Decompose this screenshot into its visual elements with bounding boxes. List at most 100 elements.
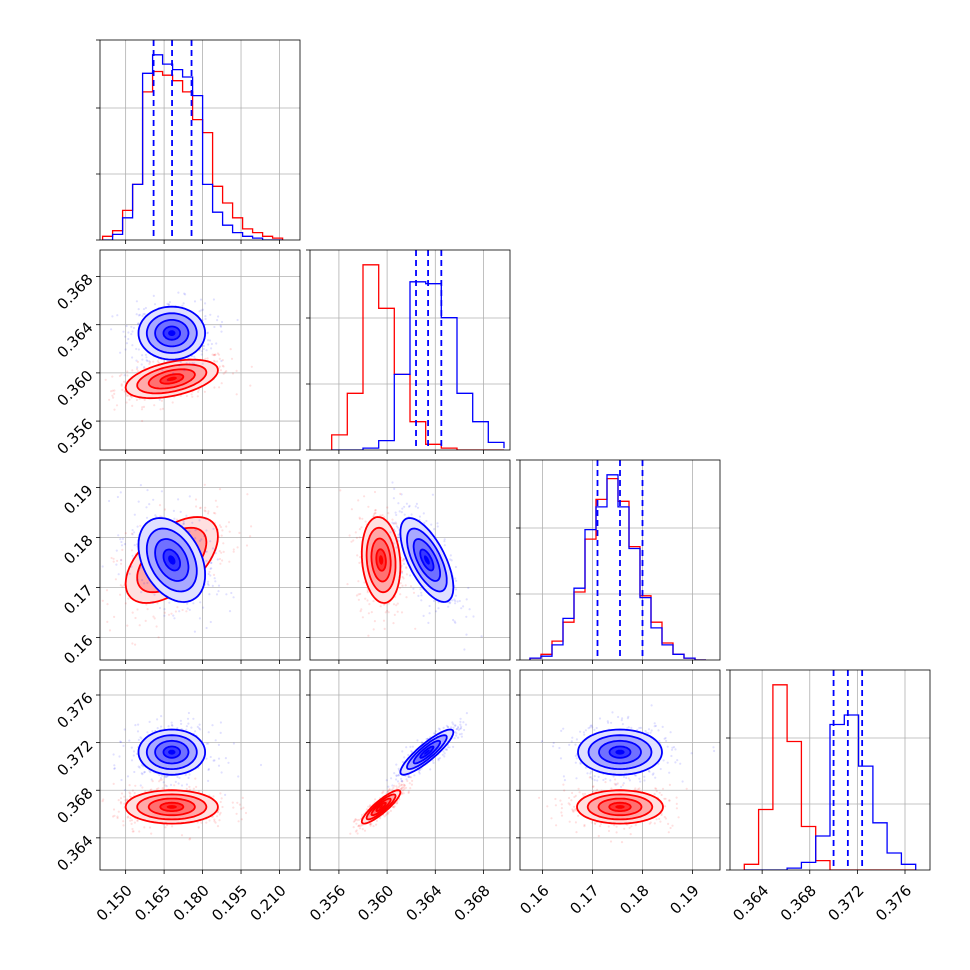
- scatter-point: [197, 388, 201, 391]
- scatter-point: [213, 577, 216, 580]
- scatter-point: [465, 712, 468, 715]
- scatter-point: [216, 319, 219, 322]
- scatter-point: [615, 831, 618, 834]
- scatter-point: [422, 614, 425, 618]
- scatter-point: [158, 773, 161, 777]
- scatter-point: [391, 521, 394, 524]
- density-peak: [424, 749, 430, 755]
- scatter-point: [207, 339, 210, 342]
- scatter-point: [418, 772, 421, 775]
- scatter-point: [396, 602, 399, 605]
- scatter-point: [139, 484, 142, 487]
- scatter-point: [127, 331, 130, 334]
- scatter-point: [128, 791, 131, 794]
- scatter-point: [205, 626, 208, 630]
- scatter-point: [172, 509, 175, 512]
- scatter-point: [164, 775, 167, 778]
- scatter-point: [158, 780, 161, 783]
- scatter-point: [222, 365, 225, 368]
- scatter-point: [395, 802, 398, 805]
- scatter-point: [407, 775, 410, 779]
- scatter-point: [609, 840, 613, 843]
- scatter-point: [137, 500, 140, 503]
- scatter-point: [144, 619, 147, 623]
- scatter-point: [214, 499, 217, 502]
- scatter-point: [102, 798, 105, 801]
- scatter-point: [120, 559, 123, 562]
- scatter-point: [166, 302, 169, 305]
- scatter-point: [219, 324, 222, 327]
- scatter-point: [349, 832, 352, 835]
- scatter-point: [374, 798, 377, 801]
- scatter-point: [407, 775, 410, 779]
- scatter-point: [134, 643, 137, 646]
- scatter-point: [207, 510, 210, 513]
- scatter-point: [209, 620, 212, 624]
- scatter-point: [108, 629, 112, 632]
- scatter-point: [206, 357, 209, 360]
- scatter-point: [659, 820, 662, 823]
- scatter-point: [620, 785, 623, 789]
- scatter-point: [392, 603, 396, 606]
- scatter-point: [389, 809, 392, 813]
- scatter-point: [134, 616, 137, 620]
- scatter-point: [123, 380, 126, 383]
- scatter-point: [607, 721, 610, 724]
- scatter-point: [171, 825, 174, 828]
- scatter-point: [231, 801, 234, 804]
- scatter-point: [208, 819, 211, 822]
- scatter-point: [204, 506, 207, 509]
- scatter-point: [182, 520, 185, 523]
- contour-line: [154, 318, 190, 348]
- scatter-point: [232, 806, 235, 809]
- scatter-point: [655, 790, 658, 793]
- scatter-point: [194, 777, 197, 780]
- scatter-point: [453, 737, 456, 740]
- scatter-point: [372, 628, 375, 631]
- scatter-point: [455, 579, 458, 583]
- scatter-point: [172, 372, 175, 375]
- scatter-point: [454, 594, 457, 597]
- scatter-point: [137, 348, 140, 351]
- scatter-point: [185, 362, 188, 365]
- scatter-point: [249, 384, 252, 387]
- scatter-point: [113, 767, 116, 770]
- scatter-point: [538, 796, 541, 799]
- scatter-point: [191, 395, 194, 398]
- scatter-point: [134, 784, 137, 787]
- scatter-point: [200, 821, 203, 824]
- scatter-point: [137, 314, 140, 317]
- scatter-point: [592, 785, 595, 788]
- scatter-point: [455, 732, 458, 735]
- scatter-point: [194, 498, 198, 501]
- scatter-point: [156, 602, 159, 605]
- scatter-point: [420, 594, 423, 597]
- scatter-point: [550, 817, 553, 820]
- scatter-point: [225, 525, 228, 528]
- scatter-point: [170, 612, 173, 615]
- scatter-point: [136, 578, 139, 581]
- scatter-point: [417, 594, 420, 598]
- scatter-point: [583, 823, 586, 827]
- scatter-point: [145, 603, 148, 606]
- scatter-point: [562, 783, 565, 786]
- scatter-point: [386, 506, 389, 509]
- scatter-point: [401, 507, 404, 510]
- scatter-point: [582, 794, 585, 798]
- scatter-point: [101, 800, 104, 803]
- scatter-point: [400, 777, 403, 781]
- scatter-point: [436, 525, 439, 528]
- scatter-point: [143, 312, 146, 316]
- scatter-point: [352, 826, 355, 829]
- scatter-point: [397, 533, 400, 537]
- scatter-point: [130, 746, 133, 749]
- scatter-point: [128, 572, 131, 576]
- scatter-point: [375, 819, 378, 823]
- histogram-blue: [529, 474, 706, 660]
- scatter-point: [204, 357, 207, 360]
- scatter-point: [433, 528, 436, 531]
- scatter-point: [203, 534, 206, 538]
- scatter-point: [136, 366, 139, 369]
- scatter-point: [354, 531, 357, 534]
- scatter-point: [383, 627, 386, 631]
